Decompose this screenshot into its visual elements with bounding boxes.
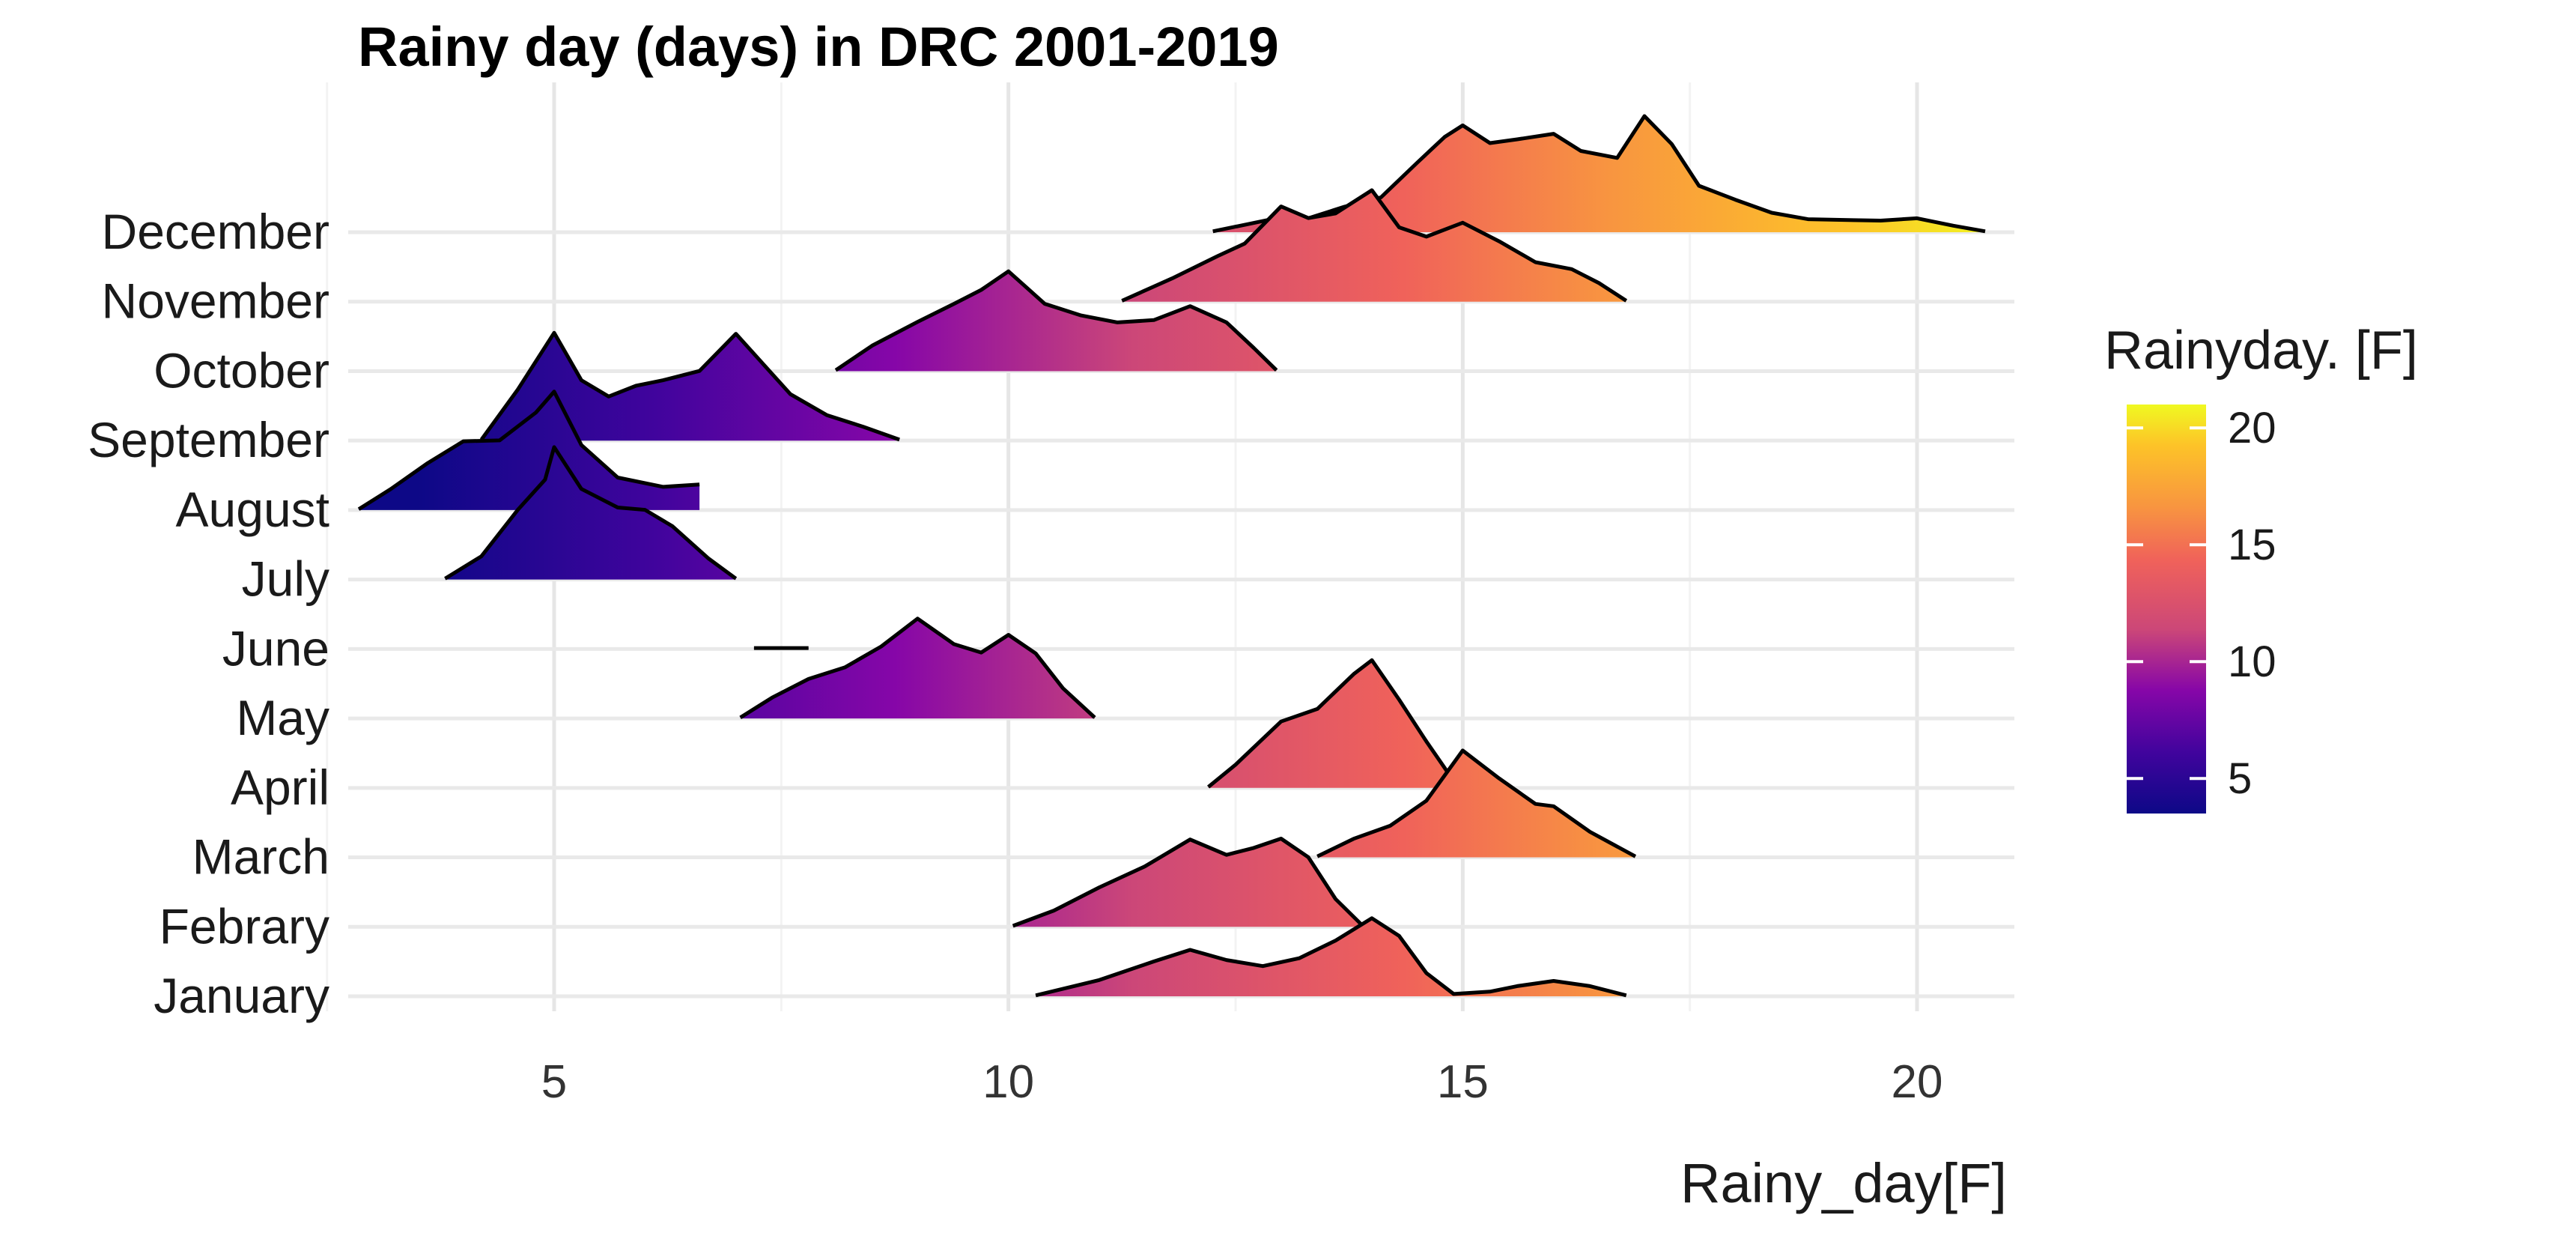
ridge-fill-febrary — [1012, 838, 1363, 927]
x-tick-label: 20 — [1892, 1056, 1943, 1108]
ridge-line-febrary — [1012, 837, 1364, 928]
ridge-fill-july — [445, 446, 736, 580]
ridge-fill-april — [1208, 660, 1463, 788]
color-legend: Rainyday. [F] 5 10 15 20 — [2104, 321, 2418, 814]
legend-colorbar — [2127, 405, 2206, 814]
y-label-july: July — [242, 551, 329, 607]
ridge-line-april — [1207, 658, 1464, 789]
y-axis-labels: January Febrary March April May June July Augus… — [88, 204, 329, 1023]
ridges — [357, 114, 1986, 998]
ridge-fill-october — [836, 271, 1277, 372]
legend-ticks: 5 10 15 20 — [2127, 404, 2276, 803]
legend-title: Rainyday. [F] — [2104, 321, 2418, 381]
legend-tick-label: 15 — [2228, 521, 2276, 569]
y-label-november: November — [102, 273, 329, 329]
legend-tick-label: 20 — [2228, 404, 2276, 452]
ridge-line-july — [444, 445, 738, 581]
ridge-fill-november — [1122, 190, 1626, 302]
ridge-line-march — [1316, 748, 1637, 858]
ridge-line-september — [479, 330, 900, 442]
y-label-febrary: Febrary — [160, 898, 329, 954]
ridge-fill-august — [359, 391, 700, 510]
ridge-line-november — [1121, 188, 1628, 303]
y-label-august: August — [176, 482, 329, 537]
legend-tick-label: 10 — [2228, 637, 2276, 686]
ridge-line-january — [1035, 916, 1627, 998]
ridge-line-may — [739, 616, 1096, 720]
ridge-fill-may — [740, 618, 1095, 719]
ridge-fill-january — [1036, 918, 1626, 996]
legend-tick-label: 5 — [2228, 754, 2252, 803]
ridge-fill-september — [481, 333, 900, 441]
x-tick-label: 10 — [982, 1056, 1034, 1108]
y-label-june: June — [222, 620, 329, 676]
y-label-october: October — [154, 342, 329, 398]
x-tick-label: 15 — [1437, 1056, 1489, 1108]
x-axis-ticks: 5 10 15 20 — [541, 1056, 1943, 1108]
y-label-december: December — [102, 204, 329, 259]
x-axis-label: Rainy_day[F] — [1680, 1152, 2007, 1214]
chart-title: Rainy day (days) in DRC 2001-2019 — [358, 16, 1279, 78]
y-label-march: March — [192, 829, 329, 885]
ridge-fill-march — [1317, 750, 1635, 858]
x-tick-label: 5 — [541, 1056, 567, 1108]
ridge-fill-december — [1212, 116, 1985, 232]
ridge-line-october — [834, 269, 1278, 372]
y-label-september: September — [88, 412, 329, 467]
y-label-may: May — [236, 690, 329, 745]
ridge-line-august — [357, 390, 700, 511]
y-label-april: April — [231, 760, 329, 815]
y-label-january: January — [154, 968, 329, 1023]
